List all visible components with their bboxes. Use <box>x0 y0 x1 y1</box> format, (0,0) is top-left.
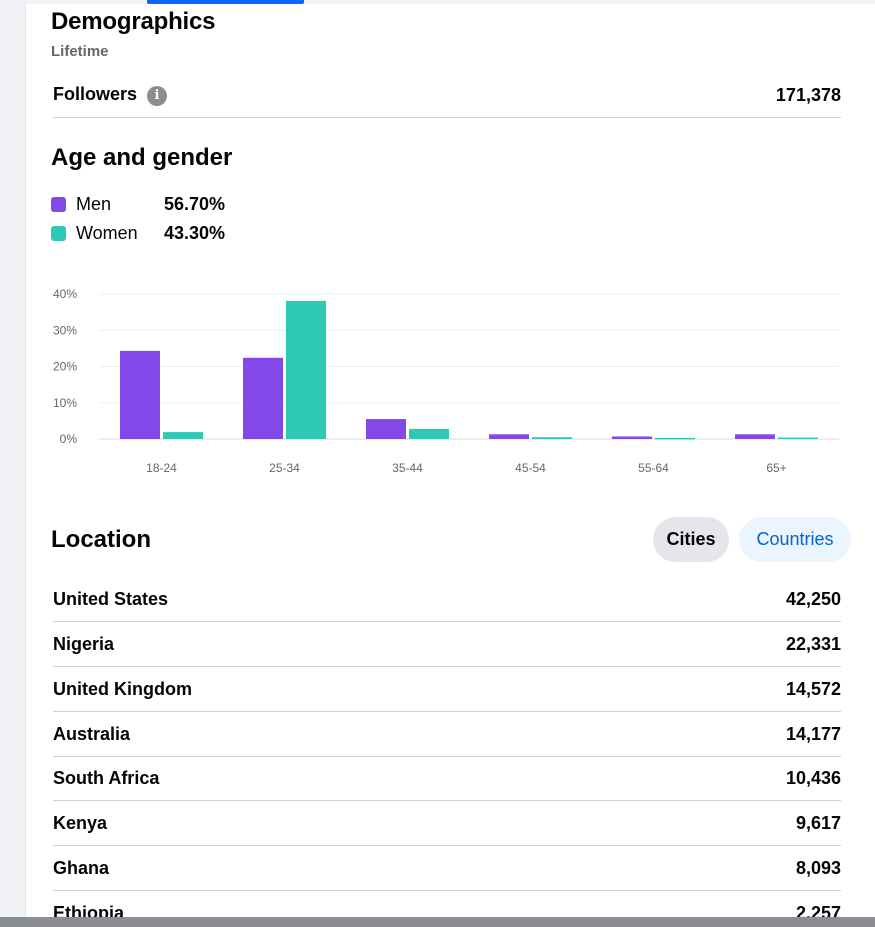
location-value: 22,331 <box>785 633 841 654</box>
legend-label-men: Men <box>76 194 112 214</box>
location-row-6: Ghana 8,093 <box>53 846 841 891</box>
age-gender-legend: Men 56.70% Women 43.30% <box>51 190 225 248</box>
x-tick-label: 35-44 <box>392 461 423 475</box>
age-gender-title: Age and gender <box>51 144 233 171</box>
bar-women-45-54[interactable] <box>532 437 572 439</box>
followers-label-wrap: Followers i <box>53 84 168 106</box>
active-tab-indicator <box>147 0 304 4</box>
bar-women-18-24[interactable] <box>163 432 203 439</box>
tab-bar-track <box>26 0 875 4</box>
location-value: 9,617 <box>795 812 841 833</box>
bar-men-25-34[interactable] <box>243 357 283 439</box>
location-name: Nigeria <box>53 633 115 654</box>
bar-men-55-64[interactable] <box>612 436 652 439</box>
location-value: 8,093 <box>795 857 841 878</box>
location-row-1: Nigeria 22,331 <box>53 622 841 667</box>
location-row-2: United Kingdom 14,572 <box>53 667 841 712</box>
left-rail <box>0 0 26 927</box>
location-value: 42,250 <box>785 588 841 609</box>
y-tick-label: 30% <box>53 323 77 337</box>
legend-swatch-men <box>51 197 66 212</box>
location-value: 14,572 <box>785 678 841 699</box>
followers-value: 171,378 <box>775 84 841 105</box>
x-tick-label: 25-34 <box>269 461 300 475</box>
legend-value-women: 43.30% <box>164 223 226 243</box>
followers-row: Followers i 171,378 <box>53 73 841 118</box>
bar-men-45-54[interactable] <box>489 434 529 439</box>
location-row-0: United States 42,250 <box>53 577 841 622</box>
location-value: 14,177 <box>785 723 841 744</box>
bar-men-35-44[interactable] <box>366 419 406 439</box>
location-name: Australia <box>53 723 131 744</box>
location-row-3: Australia 14,177 <box>53 712 841 757</box>
location-name: United Kingdom <box>53 678 192 699</box>
location-name: Ghana <box>53 857 110 878</box>
x-tick-label: 45-54 <box>515 461 546 475</box>
info-icon[interactable]: i <box>147 85 168 106</box>
page-subtitle: Lifetime <box>51 43 109 60</box>
location-name: Kenya <box>53 812 108 833</box>
bar-men-65+[interactable] <box>735 434 775 439</box>
x-tick-label: 65+ <box>766 461 786 475</box>
x-tick-label: 18-24 <box>146 461 177 475</box>
horizontal-scrollbar[interactable] <box>0 917 875 927</box>
bar-men-18-24[interactable] <box>120 350 160 439</box>
cities-tab-button[interactable]: Cities <box>653 517 729 562</box>
legend-label-women: Women <box>76 223 138 243</box>
y-tick-label: 40% <box>53 287 77 301</box>
location-row-4: South Africa 10,436 <box>53 756 841 801</box>
legend-item-men: Men 56.70% <box>51 190 225 219</box>
location-name: South Africa <box>53 767 160 788</box>
bar-women-65+[interactable] <box>778 437 818 440</box>
bar-women-35-44[interactable] <box>409 428 449 439</box>
countries-tab-button[interactable]: Countries <box>739 517 851 562</box>
location-title: Location <box>51 526 151 553</box>
bar-women-55-64[interactable] <box>655 437 695 440</box>
y-tick-label: 20% <box>53 360 77 374</box>
location-row-5: Kenya 9,617 <box>53 801 841 846</box>
page-title: Demographics <box>51 8 216 35</box>
y-tick-label: 0% <box>60 432 78 446</box>
followers-label: Followers <box>53 84 138 105</box>
age-gender-bar-chart: 0% 10% 20% 30% 40% 18-24 25-34 35-44 45-54 55-64 6… <box>53 287 839 475</box>
bar-women-25-34[interactable] <box>286 300 326 439</box>
legend-swatch-women <box>51 226 66 241</box>
location-value: 10,436 <box>785 767 841 788</box>
legend-item-women: Women 43.30% <box>51 219 225 248</box>
y-tick-label: 10% <box>53 396 77 410</box>
x-tick-label: 55-64 <box>638 461 669 475</box>
legend-value-men: 56.70% <box>164 194 226 214</box>
location-name: United States <box>53 588 169 609</box>
